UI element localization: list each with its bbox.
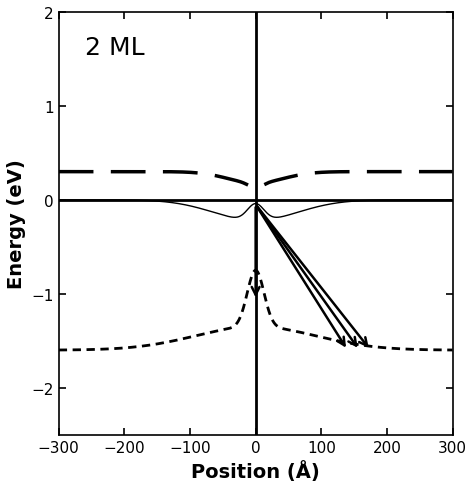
X-axis label: Position (Å): Position (Å)	[191, 460, 320, 481]
Text: 2 ML: 2 ML	[85, 36, 145, 60]
Y-axis label: Energy (eV): Energy (eV)	[7, 159, 26, 288]
